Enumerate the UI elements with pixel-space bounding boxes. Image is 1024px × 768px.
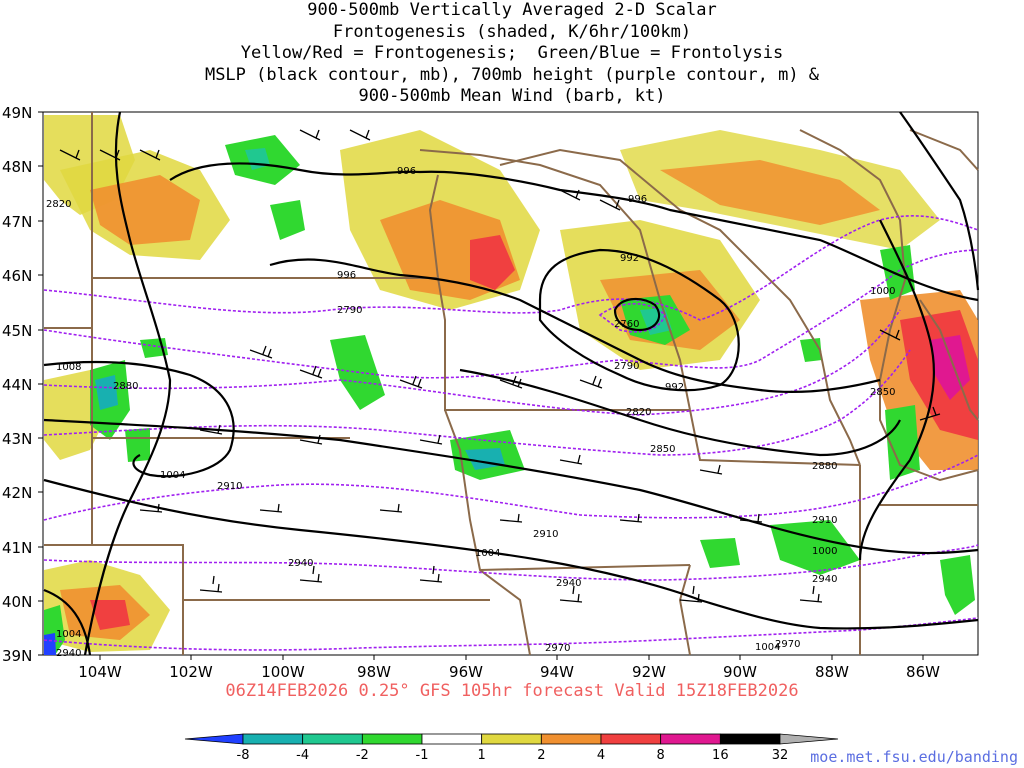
lat-label: 41N: [2, 539, 32, 557]
lat-label: 49N: [2, 104, 32, 122]
mslp-labels: 2820 996 996 996 992 1000 1008 2880 1004…: [46, 166, 895, 653]
lat-label: 42N: [2, 484, 32, 502]
height-label: 2940: [812, 574, 837, 585]
height-label: 2940: [288, 558, 313, 569]
height-label: 2760: [614, 319, 639, 330]
lat-label: 45N: [2, 322, 32, 340]
lon-label: 104W: [78, 663, 122, 681]
mslp-label: 996: [628, 194, 647, 205]
mslp-label: 2880: [113, 381, 138, 392]
mslp-label: 2820: [46, 199, 71, 210]
lat-label: 43N: [2, 430, 32, 448]
political-borders: [44, 112, 979, 656]
frontolysis-shading: [44, 135, 975, 655]
lon-label: 90W: [723, 663, 757, 681]
height-label: 2910: [217, 481, 242, 492]
title-block: 900-500mb Vertically Averaged 2-D Scalar…: [0, 0, 1024, 108]
height-label: 2790: [614, 361, 639, 372]
axis-ticks: [38, 111, 924, 660]
mslp-label: 1008: [56, 362, 81, 373]
mslp-label: 1004: [160, 470, 185, 481]
lat-label: 44N: [2, 376, 32, 394]
mslp-label: 992: [665, 382, 684, 393]
mslp-contours: [43, 111, 980, 656]
mslp-label: 996: [397, 166, 416, 177]
mslp-label: 996: [337, 270, 356, 281]
lat-label: 39N: [2, 647, 32, 665]
height-label: 2910: [533, 529, 558, 540]
credit-link[interactable]: moe.met.fsu.edu/banding: [810, 748, 1018, 766]
mslp-label: 1004: [755, 642, 780, 653]
lat-label: 47N: [2, 213, 32, 231]
latitude-labels: 49N 48N 47N 46N 45N 44N 43N 42N 41N 40N …: [2, 104, 32, 665]
mslp-label: 1000: [870, 286, 895, 297]
height-labels: 2790 2760 2790 2820 2850 2880 2850 2910 …: [56, 305, 895, 659]
lon-label: 98W: [357, 663, 391, 681]
height-label: 2850: [650, 444, 675, 455]
height-label: 2970: [775, 639, 800, 650]
height-label: 2850: [870, 387, 895, 398]
title-line-4: MSLP (black contour, mb), 700mb height (…: [204, 64, 820, 85]
lon-label: 86W: [906, 663, 940, 681]
lon-label: 102W: [169, 663, 213, 681]
mslp-label: 1004: [56, 629, 81, 640]
title-line-3: Yellow/Red = Frontogenesis; Green/Blue =…: [240, 43, 784, 63]
longitude-labels: 104W 102W 100W 98W 96W 94W 92W 90W 88W 8…: [78, 663, 940, 681]
wind-barbs: [59, 129, 941, 603]
height-label: 2970: [545, 643, 570, 654]
lat-label: 48N: [2, 158, 32, 176]
height-label: 2910: [812, 515, 837, 526]
height-label: 2880: [812, 461, 837, 472]
mslp-label: 1004: [475, 548, 500, 559]
lon-label: 88W: [815, 663, 849, 681]
title-line-5: 900-500mb Mean Wind (barb, kt): [358, 86, 666, 106]
lon-label: 96W: [449, 663, 483, 681]
height-label: 2940: [56, 648, 81, 659]
lon-label: 100W: [261, 663, 305, 681]
title-line-2: Frontogenesis (shaded, K/6hr/100km): [332, 21, 692, 42]
height-label: 2940: [556, 578, 581, 589]
lat-label: 40N: [2, 593, 32, 611]
mslp-label: 1000: [812, 546, 837, 557]
height-label: 2820: [626, 407, 651, 418]
lon-label: 94W: [540, 663, 574, 681]
mslp-label: 992: [620, 253, 639, 264]
lat-label: 46N: [2, 267, 32, 285]
height-label: 2790: [337, 305, 362, 316]
lon-label: 92W: [632, 663, 666, 681]
title-line-1: 900-500mb Vertically Averaged 2-D Scalar: [307, 0, 717, 20]
forecast-valid-line: 06Z14FEB2026 0.25° GFS 105hr forecast Va…: [225, 681, 799, 701]
